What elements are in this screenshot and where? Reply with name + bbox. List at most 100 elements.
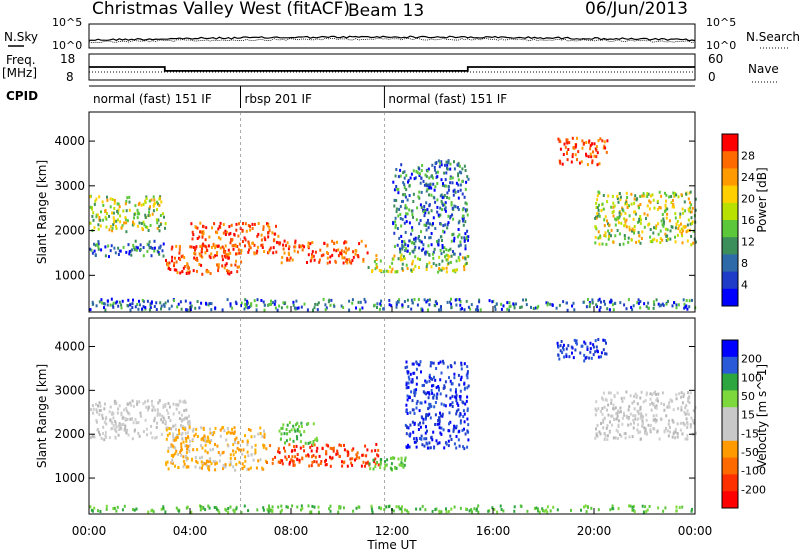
heatmap-cell: [232, 449, 235, 453]
heatmap-cell: [172, 432, 175, 436]
heatmap-cell: [401, 268, 404, 272]
heatmap-cell: [186, 416, 188, 420]
heatmap-cell: [421, 384, 424, 387]
heatmap-cell: [405, 445, 408, 449]
heatmap-cell: [423, 214, 426, 218]
heatmap-cell: [612, 507, 615, 511]
colorbar-swatch: [722, 151, 738, 169]
heatmap-cell: [132, 298, 134, 302]
heatmap-cell: [240, 510, 243, 514]
heatmap-cell: [418, 437, 421, 440]
heatmap-cell: [420, 230, 422, 234]
heatmap-cell: [338, 454, 341, 458]
heatmap-cell: [587, 505, 589, 509]
heatmap-cell: [233, 432, 236, 435]
colorbar-tick-label: 200: [741, 353, 762, 366]
heatmap-cell: [463, 236, 466, 240]
heatmap-cell: [325, 450, 328, 453]
heatmap-cell: [385, 269, 388, 273]
heatmap-cell: [412, 200, 415, 203]
heatmap-cell: [672, 420, 675, 424]
heatmap-region: [266, 443, 380, 468]
heatmap-cell: [672, 432, 675, 436]
nsky-series-line: [88, 35, 696, 42]
heatmap-cell: [668, 219, 671, 223]
heatmap-cell: [340, 444, 343, 448]
heatmap-cell: [506, 301, 509, 305]
heatmap-cell: [439, 378, 442, 382]
heatmap-cell: [374, 267, 377, 271]
heatmap-cell: [207, 244, 210, 248]
heatmap-cell: [606, 200, 609, 204]
heatmap-cell: [457, 196, 460, 200]
heatmap-cell: [407, 305, 410, 308]
heatmap-cell: [657, 222, 660, 226]
heatmap-cell: [685, 299, 688, 302]
heatmap-cell: [214, 254, 216, 258]
heatmap-cell: [676, 432, 679, 435]
heatmap-cell: [546, 510, 549, 514]
heatmap-cell: [361, 306, 364, 310]
heatmap-cell: [425, 300, 428, 304]
heatmap-cell: [478, 300, 481, 304]
heatmap-cell: [460, 363, 463, 367]
heatmap-cell: [317, 505, 320, 509]
heatmap-cell: [464, 201, 467, 205]
heatmap-cell: [103, 407, 106, 411]
heatmap-cell: [352, 509, 355, 513]
heatmap-cell: [176, 433, 179, 437]
heatmap-cell: [410, 232, 413, 236]
heatmap-cell: [289, 437, 292, 441]
heatmap-cell: [406, 198, 409, 202]
heatmap-cell: [266, 224, 269, 228]
heatmap-cell: [289, 460, 291, 464]
heatmap-cell: [666, 234, 669, 238]
heatmap-cell: [100, 436, 103, 440]
heatmap-cell: [573, 308, 576, 312]
heatmap-cell: [613, 407, 616, 411]
heatmap-cell: [166, 262, 169, 266]
heatmap-cell: [120, 423, 123, 427]
heatmap-cell: [204, 251, 207, 255]
heatmap-cell: [151, 403, 154, 407]
heatmap-cell: [438, 262, 441, 266]
heatmap-cell: [604, 434, 607, 438]
heatmap-cell: [299, 446, 302, 450]
heatmap-cell: [447, 254, 449, 258]
nave-tick-top: 60: [708, 52, 723, 66]
heatmap-cell: [117, 246, 120, 250]
heatmap-cell: [292, 300, 295, 304]
heatmap-cell: [628, 504, 631, 508]
heatmap-cell: [460, 236, 463, 240]
heatmap-cell: [441, 259, 444, 263]
heatmap-cell: [621, 422, 624, 426]
heatmap-cell: [602, 426, 605, 430]
heatmap-cell: [288, 253, 291, 256]
heatmap-cell: [464, 169, 467, 172]
heatmap-cell: [169, 419, 172, 422]
heatmap-cell: [429, 364, 432, 368]
heatmap-cell: [417, 236, 420, 240]
heatmap-cell: [420, 176, 423, 180]
heatmap-cell: [596, 151, 599, 155]
heatmap-cell: [455, 396, 458, 400]
heatmap-cell: [336, 449, 339, 453]
heatmap-cell: [594, 350, 597, 354]
heatmap-cell: [447, 161, 450, 165]
heatmap-cell: [280, 504, 283, 508]
heatmap-cell: [91, 251, 94, 255]
heatmap-cell: [345, 259, 348, 263]
heatmap-cell: [595, 433, 598, 437]
heatmap-cell: [445, 442, 448, 446]
heatmap-cell: [466, 229, 469, 233]
heatmap-cell: [438, 165, 441, 169]
heatmap-cell: [202, 230, 205, 234]
heatmap-cell: [214, 462, 217, 466]
heatmap-cell: [423, 183, 426, 187]
heatmap-cell: [179, 300, 182, 304]
heatmap-cell: [448, 196, 451, 200]
heatmap-cell: [285, 457, 288, 461]
heatmap-cell: [238, 222, 240, 226]
heatmap-cell: [206, 464, 209, 468]
heatmap-cell: [298, 458, 301, 462]
